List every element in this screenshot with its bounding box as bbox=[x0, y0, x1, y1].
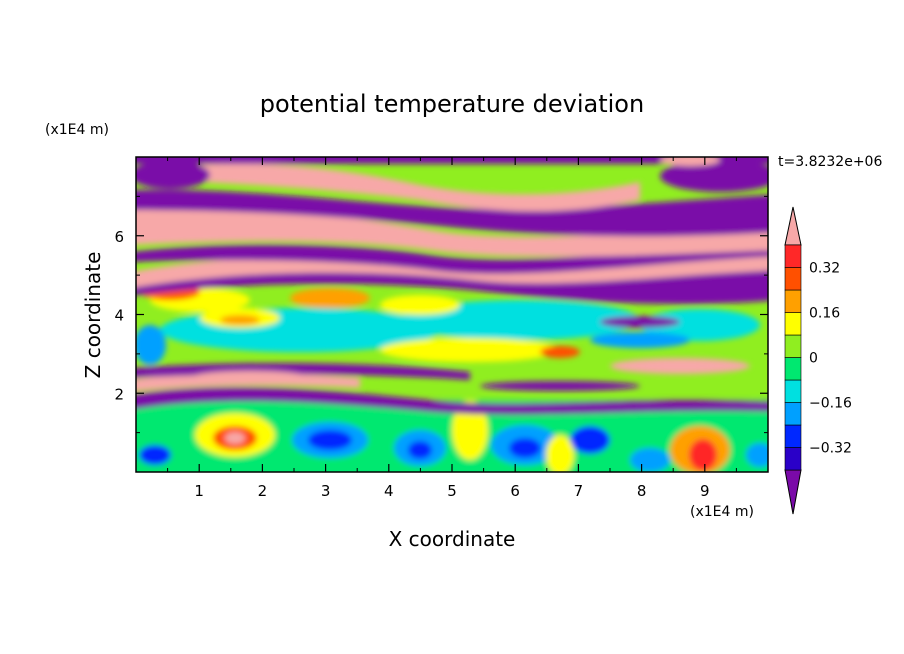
field-blob bbox=[308, 430, 352, 450]
colorbar-segment bbox=[784, 379, 802, 403]
y-unit-label: (x1E4 m) bbox=[45, 122, 109, 138]
x-tick-label: 5 bbox=[447, 482, 457, 500]
contour-field bbox=[136, 157, 768, 472]
x-unit-label: (x1E4 m) bbox=[690, 504, 754, 520]
field-blob bbox=[480, 381, 640, 391]
colorbar-label: 0.32 bbox=[809, 261, 840, 277]
field-blob bbox=[190, 371, 310, 385]
x-tick-label: 2 bbox=[258, 482, 268, 500]
y-tick-label: 6 bbox=[114, 228, 124, 246]
field-blob bbox=[452, 400, 488, 460]
field-band bbox=[136, 363, 470, 380]
field-blob bbox=[540, 346, 580, 358]
field-band bbox=[200, 163, 640, 212]
y-axis-ticks: 2 4 6 bbox=[114, 195, 768, 434]
field-band bbox=[136, 189, 768, 237]
y-axis-title: Z coordinate bbox=[81, 252, 105, 379]
colorbar-segment bbox=[784, 424, 802, 448]
field-blob bbox=[660, 157, 720, 166]
field-blob bbox=[610, 358, 750, 374]
field-blob bbox=[570, 426, 610, 454]
field-band bbox=[136, 262, 768, 305]
field-blob bbox=[220, 315, 260, 325]
x-tick-label: 6 bbox=[510, 482, 520, 500]
x-tick-label: 3 bbox=[321, 482, 331, 500]
field-blob bbox=[136, 161, 210, 189]
colorbar-segment bbox=[784, 267, 802, 291]
y-tick-label: 4 bbox=[114, 307, 124, 325]
colorbar-segment bbox=[784, 447, 802, 471]
field-blob bbox=[509, 438, 541, 458]
field-blob bbox=[290, 288, 370, 308]
field-blob bbox=[136, 325, 166, 365]
time-label: t=3.8232e+06 bbox=[778, 154, 882, 170]
field-blob bbox=[546, 435, 574, 472]
x-axis-title: X coordinate bbox=[389, 527, 516, 551]
field-blob bbox=[408, 441, 432, 459]
field-blob bbox=[225, 432, 245, 444]
colorbar-segment bbox=[784, 244, 802, 268]
field-band bbox=[136, 240, 768, 274]
field-blob bbox=[380, 295, 460, 315]
colorbar-segment bbox=[784, 312, 802, 336]
colorbar-segment bbox=[784, 289, 802, 313]
colorbar: 0.32 0.16 0 −0.16 −0.32 bbox=[784, 206, 852, 515]
colorbar-label: −0.16 bbox=[809, 396, 852, 412]
colorbar-extend-low bbox=[784, 469, 802, 515]
colorbar-segment bbox=[784, 357, 802, 381]
field-blob bbox=[660, 160, 768, 192]
field-blob bbox=[600, 316, 680, 328]
colorbar-label: 0.16 bbox=[809, 306, 840, 322]
field-band bbox=[136, 204, 768, 257]
field-blob bbox=[139, 445, 171, 465]
field-blob bbox=[400, 300, 640, 340]
colorbar-segment bbox=[784, 334, 802, 358]
field-blob bbox=[590, 332, 690, 348]
colorbar-label: −0.32 bbox=[809, 441, 852, 457]
field-blob bbox=[640, 309, 760, 341]
x-tick-label: 4 bbox=[384, 482, 394, 500]
colorbar-label: 0 bbox=[809, 351, 818, 367]
x-tick-label: 7 bbox=[574, 482, 584, 500]
colorbar-extend-high bbox=[784, 206, 802, 246]
x-tick-label: 9 bbox=[700, 482, 710, 500]
field-blob bbox=[630, 448, 670, 472]
x-tick-label: 8 bbox=[637, 482, 647, 500]
plot-area bbox=[136, 157, 768, 472]
field-blob bbox=[380, 338, 560, 362]
y-tick-label: 2 bbox=[114, 385, 124, 403]
field-blob bbox=[689, 439, 717, 471]
chart-title: potential temperature deviation bbox=[260, 90, 644, 118]
field-blob bbox=[746, 443, 768, 467]
x-axis-ticks: 1 2 3 4 5 6 7 8 9 bbox=[167, 157, 737, 500]
colorbar-segment bbox=[784, 402, 802, 426]
field-band bbox=[136, 387, 768, 415]
x-tick-label: 1 bbox=[194, 482, 204, 500]
